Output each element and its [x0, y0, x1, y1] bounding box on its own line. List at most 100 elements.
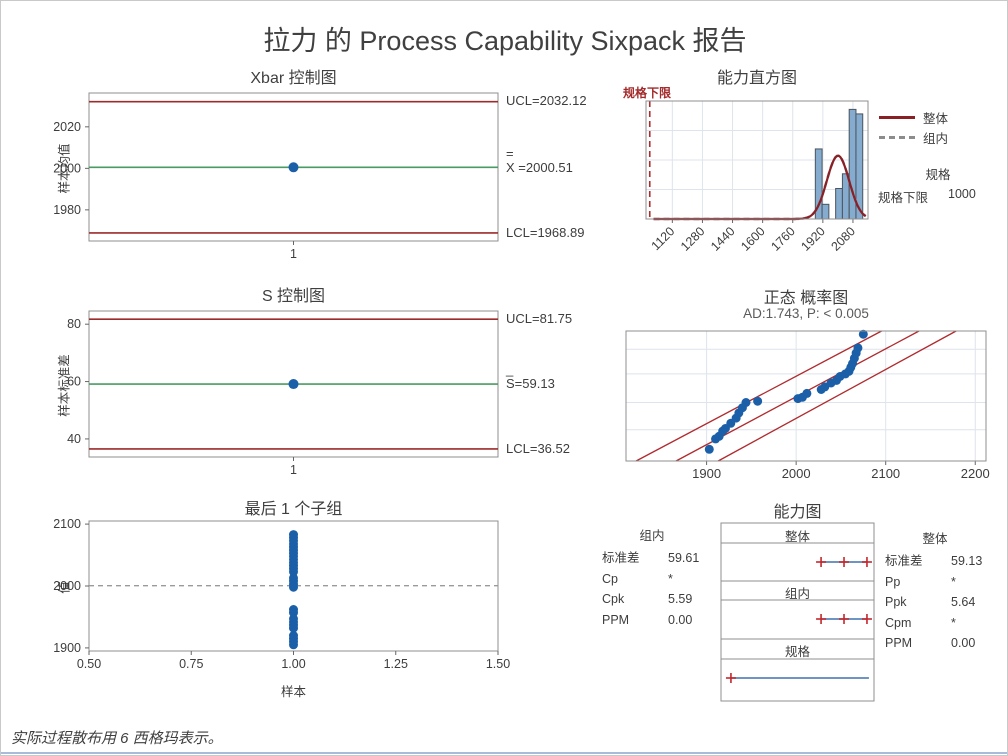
within-stat-value: 59.61: [668, 551, 700, 565]
spec-table-row: 规格下限 1000: [878, 187, 998, 206]
xbar-center-label: = X =2000.51: [506, 146, 573, 175]
overall-stat-label: PPM: [885, 636, 913, 650]
data-point: [753, 396, 763, 406]
legend-item-within: 组内: [879, 127, 999, 147]
data-point: [289, 567, 298, 577]
fit-line: [635, 330, 882, 462]
overall-stats-block: 整体 标准差 59.13 Pp * Ppk 5.64 Cpm * PPM 0.00: [885, 528, 997, 654]
overall-stat-label: Ppk: [885, 595, 907, 609]
band-header-overall: 整体: [784, 530, 810, 544]
within-stat-label: Cpk: [602, 592, 625, 606]
page-title: 拉力 的 Process Capability Sixpack 报告: [263, 26, 747, 56]
y-tick-label: 80: [67, 317, 81, 331]
overall-curve: [653, 154, 867, 221]
data-point: [289, 608, 298, 618]
data-point: [858, 329, 868, 339]
y-tick-label: 40: [67, 432, 81, 446]
overall-stat-value: 59.13: [951, 554, 983, 568]
spec-table: 规格 规格下限 1000: [878, 164, 998, 206]
lsl-value: 1000: [948, 187, 976, 201]
overall-stat-row: Ppk 5.64: [885, 592, 997, 613]
band-header-within: 组内: [784, 587, 810, 601]
lsl-label: 规格下限: [878, 191, 929, 205]
overall-stat-label: Cpm: [885, 615, 912, 630]
overall-stats-rows: 标准差 59.13 Pp * Ppk 5.64 Cpm * PPM 0.00: [885, 551, 997, 654]
overall-stat-label: 标准差: [885, 554, 923, 568]
histogram-bar: [821, 203, 830, 220]
overall-stat-row: Cpm *: [885, 613, 997, 634]
x-tick-label: 1280: [678, 224, 708, 254]
y-tick-label: 2000: [53, 579, 81, 593]
data-point: [288, 162, 299, 173]
x-tick-label: 1440: [708, 224, 738, 254]
s-center-label: _ S=59.13: [506, 362, 555, 391]
within-stats-header: 组内: [639, 529, 665, 543]
histogram-title: 能力直方图: [716, 70, 797, 87]
last-subgroup-title: 最后 1 个子组: [244, 501, 343, 518]
within-line-swatch: [879, 135, 915, 139]
probability-plot-title: 正态 概率图: [763, 290, 849, 307]
within-stats-rows: 标准差 59.61 Cp * Cpk 5.59 PPM 0.00: [602, 548, 714, 630]
s-chart-title: S 控制图: [261, 288, 326, 305]
overall-stat-label: Pp: [885, 574, 901, 589]
x-tick-label: 1920: [798, 224, 828, 254]
x-tick-label: 2000: [782, 466, 811, 481]
band-header-spec: 规格: [784, 645, 810, 659]
overall-stat-row: 标准差 59.13: [885, 551, 997, 572]
xbar-ucl-label: UCL=2032.12: [506, 93, 587, 108]
s-lcl-label: LCL=36.52: [506, 441, 570, 456]
x-tick-label: 0.50: [77, 657, 101, 671]
y-tick-label: 2100: [53, 517, 81, 531]
histogram-bar: [848, 108, 857, 220]
overall-stats-header: 整体: [922, 532, 948, 546]
x-tick-label: 2200: [961, 466, 990, 481]
overall-stat-value: 5.64: [951, 595, 976, 609]
overall-stat-value: *: [951, 615, 956, 630]
data-point: [741, 398, 751, 407]
overall-line-swatch: [879, 115, 915, 119]
x-tick-label: 1600: [738, 224, 768, 254]
x-tick-label: 1.00: [281, 657, 305, 671]
overall-stat-row: Pp *: [885, 572, 997, 593]
data-point: [289, 623, 298, 633]
capability-plot-title: 能力图: [773, 504, 822, 521]
legend-label-within: 组内: [923, 131, 949, 146]
overall-stat-value: 0.00: [951, 636, 976, 650]
overall-stat-value: *: [951, 574, 956, 589]
y-tick-label: 2000: [53, 161, 81, 175]
within-stat-row: Cpk 5.59: [602, 589, 714, 610]
within-stat-value: 5.59: [668, 592, 693, 606]
x-tick-label: 1120: [649, 224, 678, 253]
x-tick-label: 1: [290, 247, 297, 261]
data-point: [289, 640, 298, 650]
within-stat-row: PPM 0.00: [602, 610, 714, 631]
cap-frame: [720, 522, 875, 702]
within-stat-row: Cp *: [602, 569, 714, 590]
spec-table-header: 规格: [925, 168, 951, 182]
within-curve: [653, 154, 867, 221]
s-ucl-label: UCL=81.75: [506, 311, 573, 326]
y-tick-label: 1900: [53, 641, 81, 655]
data-point: [288, 379, 299, 390]
within-stat-row: 标准差 59.61: [602, 548, 714, 569]
within-stat-label: PPM: [602, 612, 630, 627]
y-tick-label: 60: [67, 375, 81, 389]
fit-line: [717, 330, 957, 462]
within-stat-value: 0.00: [668, 612, 693, 627]
last-x-axis-label: 样本: [280, 685, 306, 699]
x-tick-label: 1: [290, 463, 297, 477]
x-tick-label: 0.75: [179, 657, 203, 671]
prob-frame: [625, 330, 987, 462]
overall-stat-row: PPM 0.00: [885, 633, 997, 654]
data-point: [704, 444, 714, 454]
probability-plot-subtitle: AD:1.743, P: < 0.005: [743, 306, 869, 321]
x-tick-label: 2080: [829, 224, 859, 254]
legend-label-overall: 整体: [923, 111, 949, 126]
bottom-accent-line: [1, 752, 1007, 754]
histogram-legend: 整体 组内: [879, 107, 999, 147]
x-tick-label: 1.25: [384, 657, 408, 671]
footnote: 实际过程散布用 6 西格玛表示。: [11, 730, 223, 747]
y-tick-label: 2020: [53, 120, 81, 134]
within-stats-block: 组内 标准差 59.61 Cp * Cpk 5.59 PPM 0.00: [602, 525, 714, 630]
